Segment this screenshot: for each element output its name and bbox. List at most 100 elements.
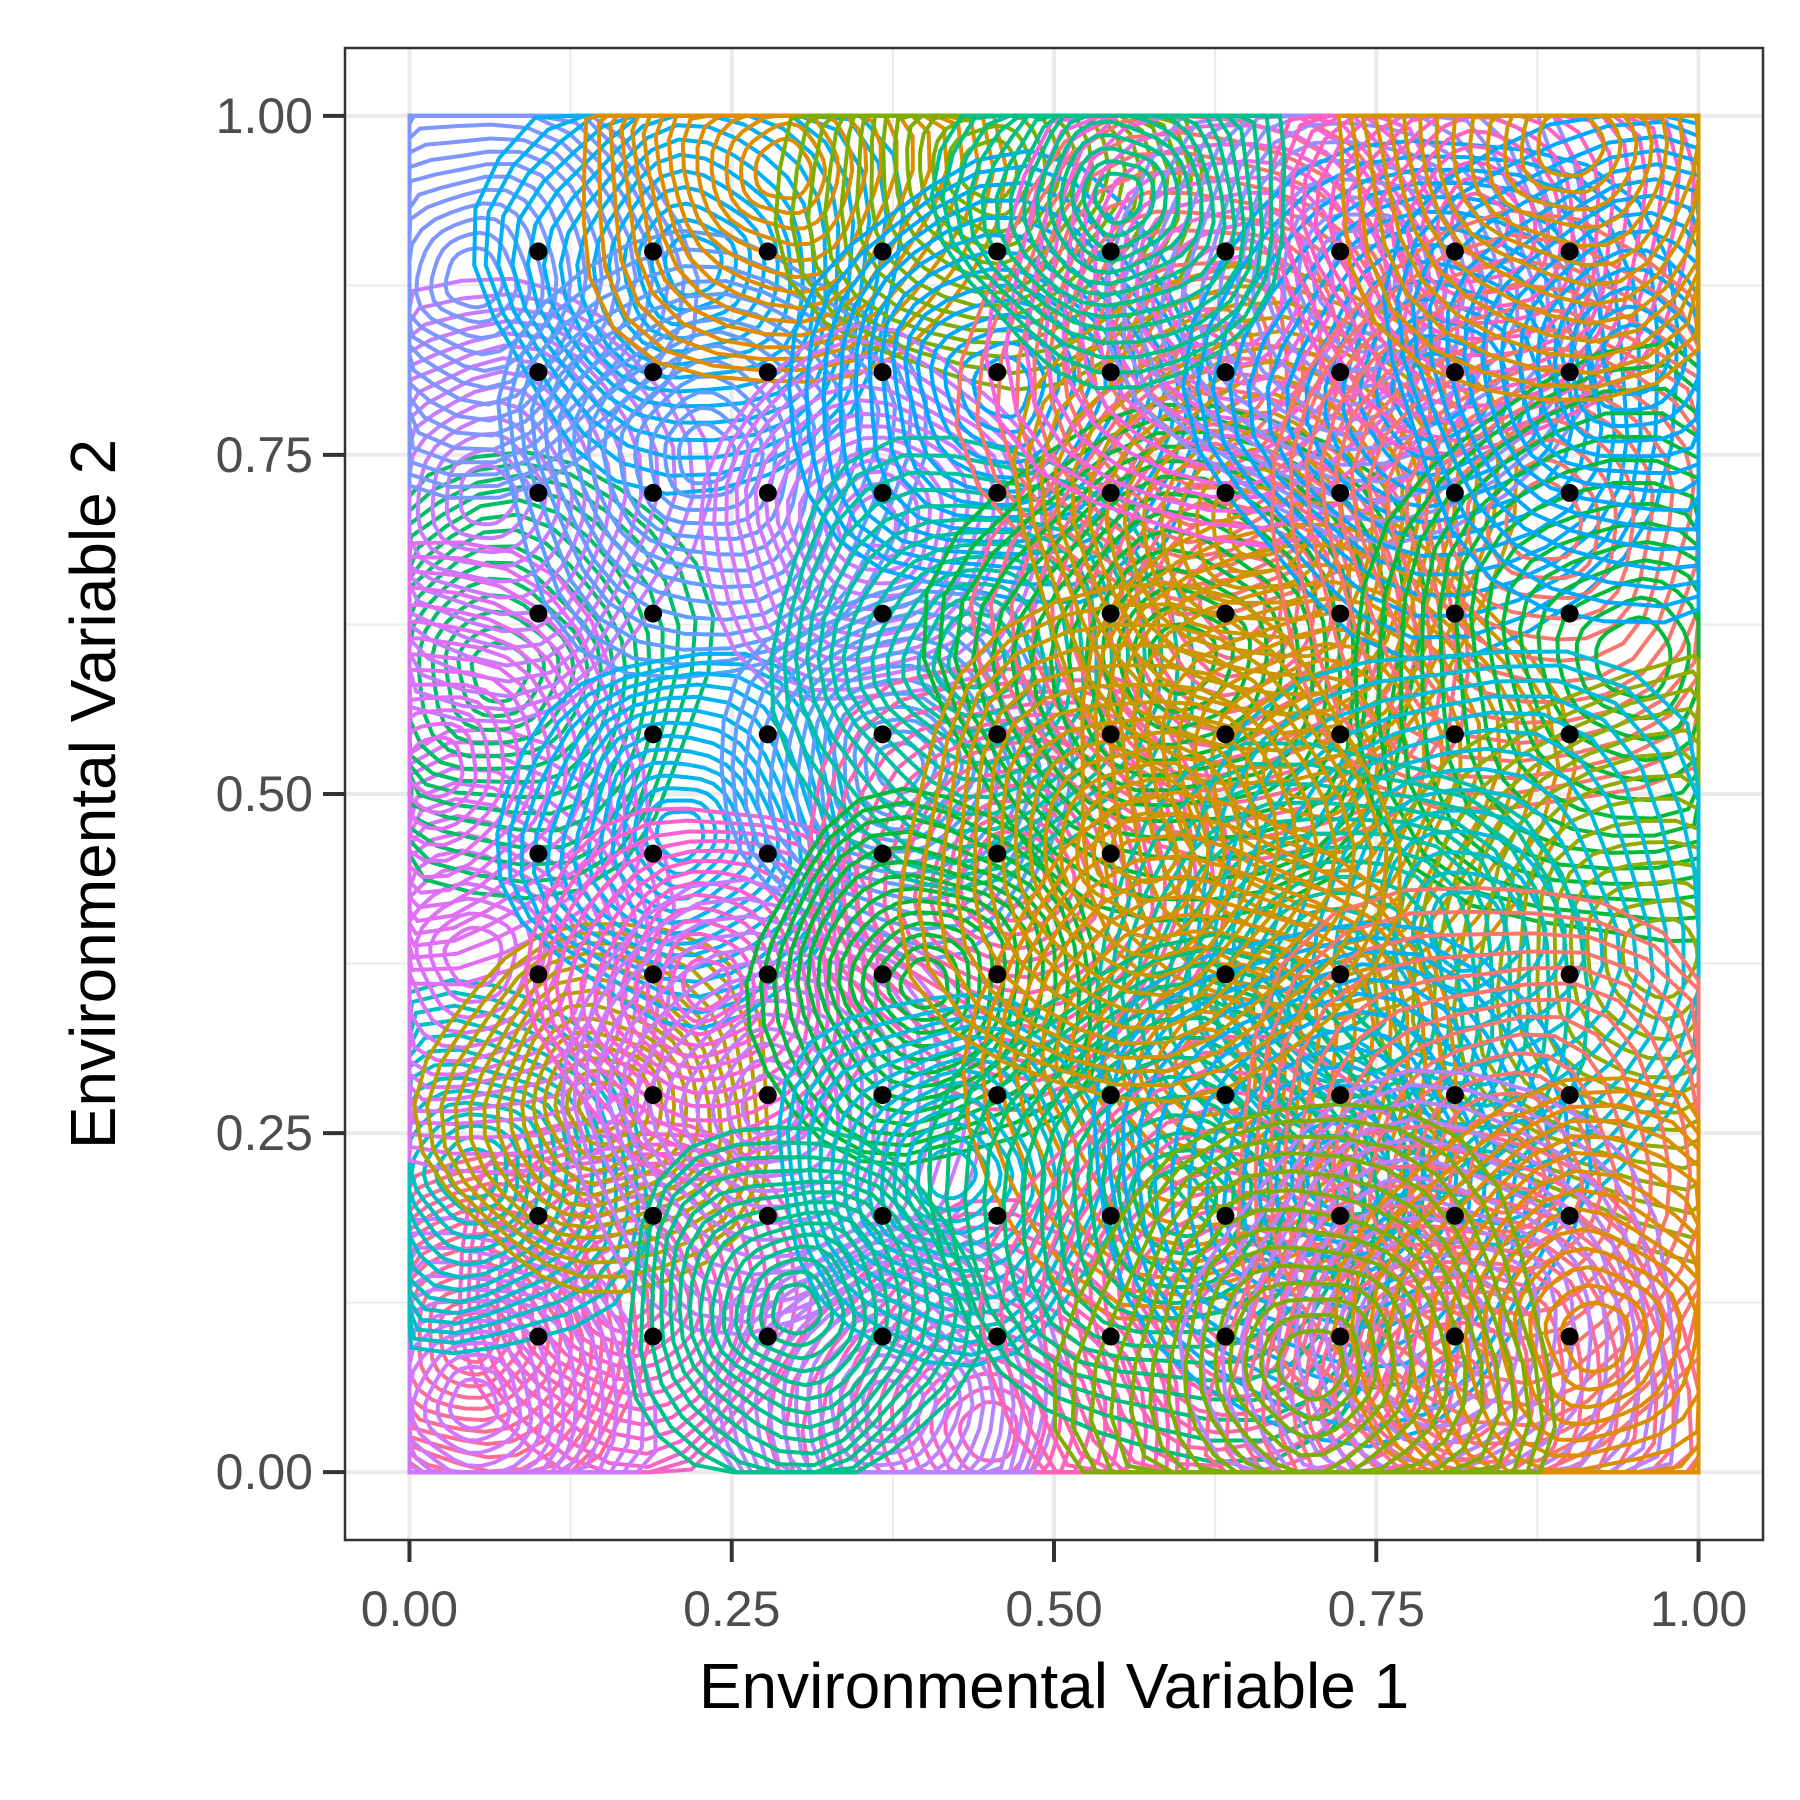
site-point [1445,1086,1464,1105]
contour-ring [1553,267,1701,444]
axes: 0.00 0.25 0.50 0.75 1.00 0.00 0.25 0.50 0.75 1.00 [216,88,1748,1637]
contour-ring [1027,730,1262,980]
contour-ring [1341,278,1544,494]
contour-ring [1035,113,1204,287]
site-point [988,483,1007,502]
site-point [873,604,892,623]
contour-ring [733,1244,857,1374]
species-contour-54 [929,113,1287,391]
site-point [988,965,1007,984]
site-point [1216,1086,1235,1105]
site-point [644,725,663,744]
contour-ring [955,642,1357,1061]
x-axis-title: Environmental Variable 1 [699,1650,1409,1722]
site-point [1216,1327,1235,1346]
site-point [988,242,1007,261]
contour-ring [1481,1207,1701,1458]
contour-ring [1242,1297,1379,1439]
y-tick-label: 0.75 [216,427,313,483]
contour-ring [1463,1187,1701,1473]
site-point [1331,1327,1350,1346]
contour-ring [610,760,756,914]
contour-ring [668,1179,931,1456]
contour-ring [606,168,780,354]
site-point [1560,483,1579,502]
site-point [1560,725,1579,744]
x-tick-label: 1.00 [1650,1581,1747,1637]
contour-ring [1178,844,1480,1159]
species-contour-52 [896,581,1402,1104]
contour-ring [1024,284,1501,770]
contour-ring [826,886,1020,1090]
contour-ring [1054,912,1358,1230]
species-contour-51 [1336,113,1701,402]
contour-ring [1517,229,1701,476]
site-point [644,965,663,984]
contour-ring [1047,119,1192,276]
contour-ring [1404,381,1675,663]
contour-ring [753,136,814,201]
site-point [644,1206,663,1225]
contour-ring [1528,1265,1665,1410]
contour-ring [870,554,1074,766]
site-point [1560,242,1579,261]
contour-ring [662,998,865,1209]
contour-ring [698,1210,891,1416]
site-point [1216,242,1235,261]
contour-ring [680,957,732,1012]
y-tick-label: 0.00 [216,1444,313,1500]
contour-ring [571,316,832,590]
site-point [1331,604,1350,623]
site-point [1101,1206,1120,1225]
site-point [529,844,548,863]
contour-ring [1261,709,1364,819]
site-point [1445,604,1464,623]
contour-ring [1536,558,1701,763]
contour-ring [710,1221,879,1402]
site-point [873,844,892,863]
contour-ring [1543,1283,1648,1392]
contour-ring [1349,327,1701,725]
site-point [1445,242,1464,261]
contour-ring [1204,1026,1474,1311]
site-point [988,844,1007,863]
contour-ring [687,1200,903,1430]
site-point [988,1327,1007,1346]
site-point [1445,1206,1464,1225]
contour-ring [604,1269,656,1323]
contour-ring [1584,304,1688,413]
site-point [873,483,892,502]
contour-ring [523,806,880,1183]
species-contour-9 [407,540,652,987]
contour-ring [1275,1328,1345,1402]
contour-ring [648,390,765,512]
site-point [1216,363,1235,382]
site-point [1101,1327,1120,1346]
site-point [988,363,1007,382]
site-point [1331,363,1350,382]
contour-ring [809,457,933,586]
site-point [1331,725,1350,744]
contour-ring [1435,175,1524,270]
site-point [644,604,663,623]
contour-ring [1091,793,1195,903]
contour-ring [896,581,1402,1104]
site-point [529,965,548,984]
contour-ring [1183,1226,1451,1475]
contour-ring [1332,1076,1701,1475]
site-point [1560,1086,1579,1105]
site-point [758,725,777,744]
contour-ring [658,931,756,1037]
contour-ring [1198,1245,1433,1475]
site-point [758,483,777,502]
contour-ring [986,682,1320,1030]
contour-ring [1092,171,1144,226]
contour-ring [1058,760,1227,941]
contour-ring [898,956,950,1010]
contour-ring [1403,1300,1474,1374]
site-point [1101,242,1120,261]
site-point [644,242,663,261]
site-point [873,725,892,744]
x-tick-label: 0.00 [361,1581,458,1637]
